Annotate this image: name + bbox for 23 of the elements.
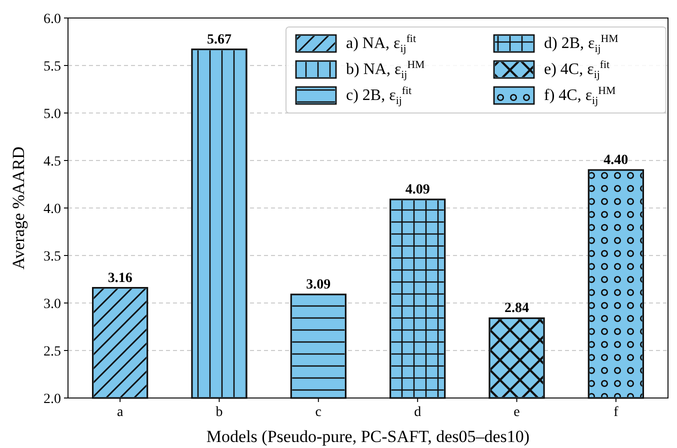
x-tick-label: a <box>116 405 124 420</box>
y-tick-label: 6.0 <box>44 12 61 27</box>
y-tick-label: 3.5 <box>44 249 61 264</box>
text: 2.84 <box>504 301 530 316</box>
text: 5.67 <box>206 32 232 48</box>
y-tick-label: 4.5 <box>44 154 61 170</box>
text: 3.16 <box>108 270 132 286</box>
x-tick-label: c <box>315 405 322 420</box>
y-tick-label: 5.0 <box>44 106 61 122</box>
x-tick-label: b <box>216 405 223 420</box>
x-tick-label: f <box>614 405 619 420</box>
x-tick-label: e <box>514 405 520 420</box>
y-tick-label: 5.5 <box>44 59 61 74</box>
y-tick-label: 4.0 <box>44 202 61 217</box>
text: 4.09 <box>405 182 430 198</box>
y-tick-label: 2.5 <box>44 344 61 360</box>
y-tick-label: 2.0 <box>44 392 61 407</box>
y-axis-title: Average %AARD <box>9 146 28 270</box>
x-axis-title: Models (Pseudo-pure, PC-SAFT, des05–des10) <box>206 427 530 446</box>
text: 3.09 <box>306 277 331 292</box>
y-tick-label: 3.0 <box>44 296 61 312</box>
text: 4.40 <box>604 153 628 168</box>
x-tick-label: d <box>414 405 422 420</box>
